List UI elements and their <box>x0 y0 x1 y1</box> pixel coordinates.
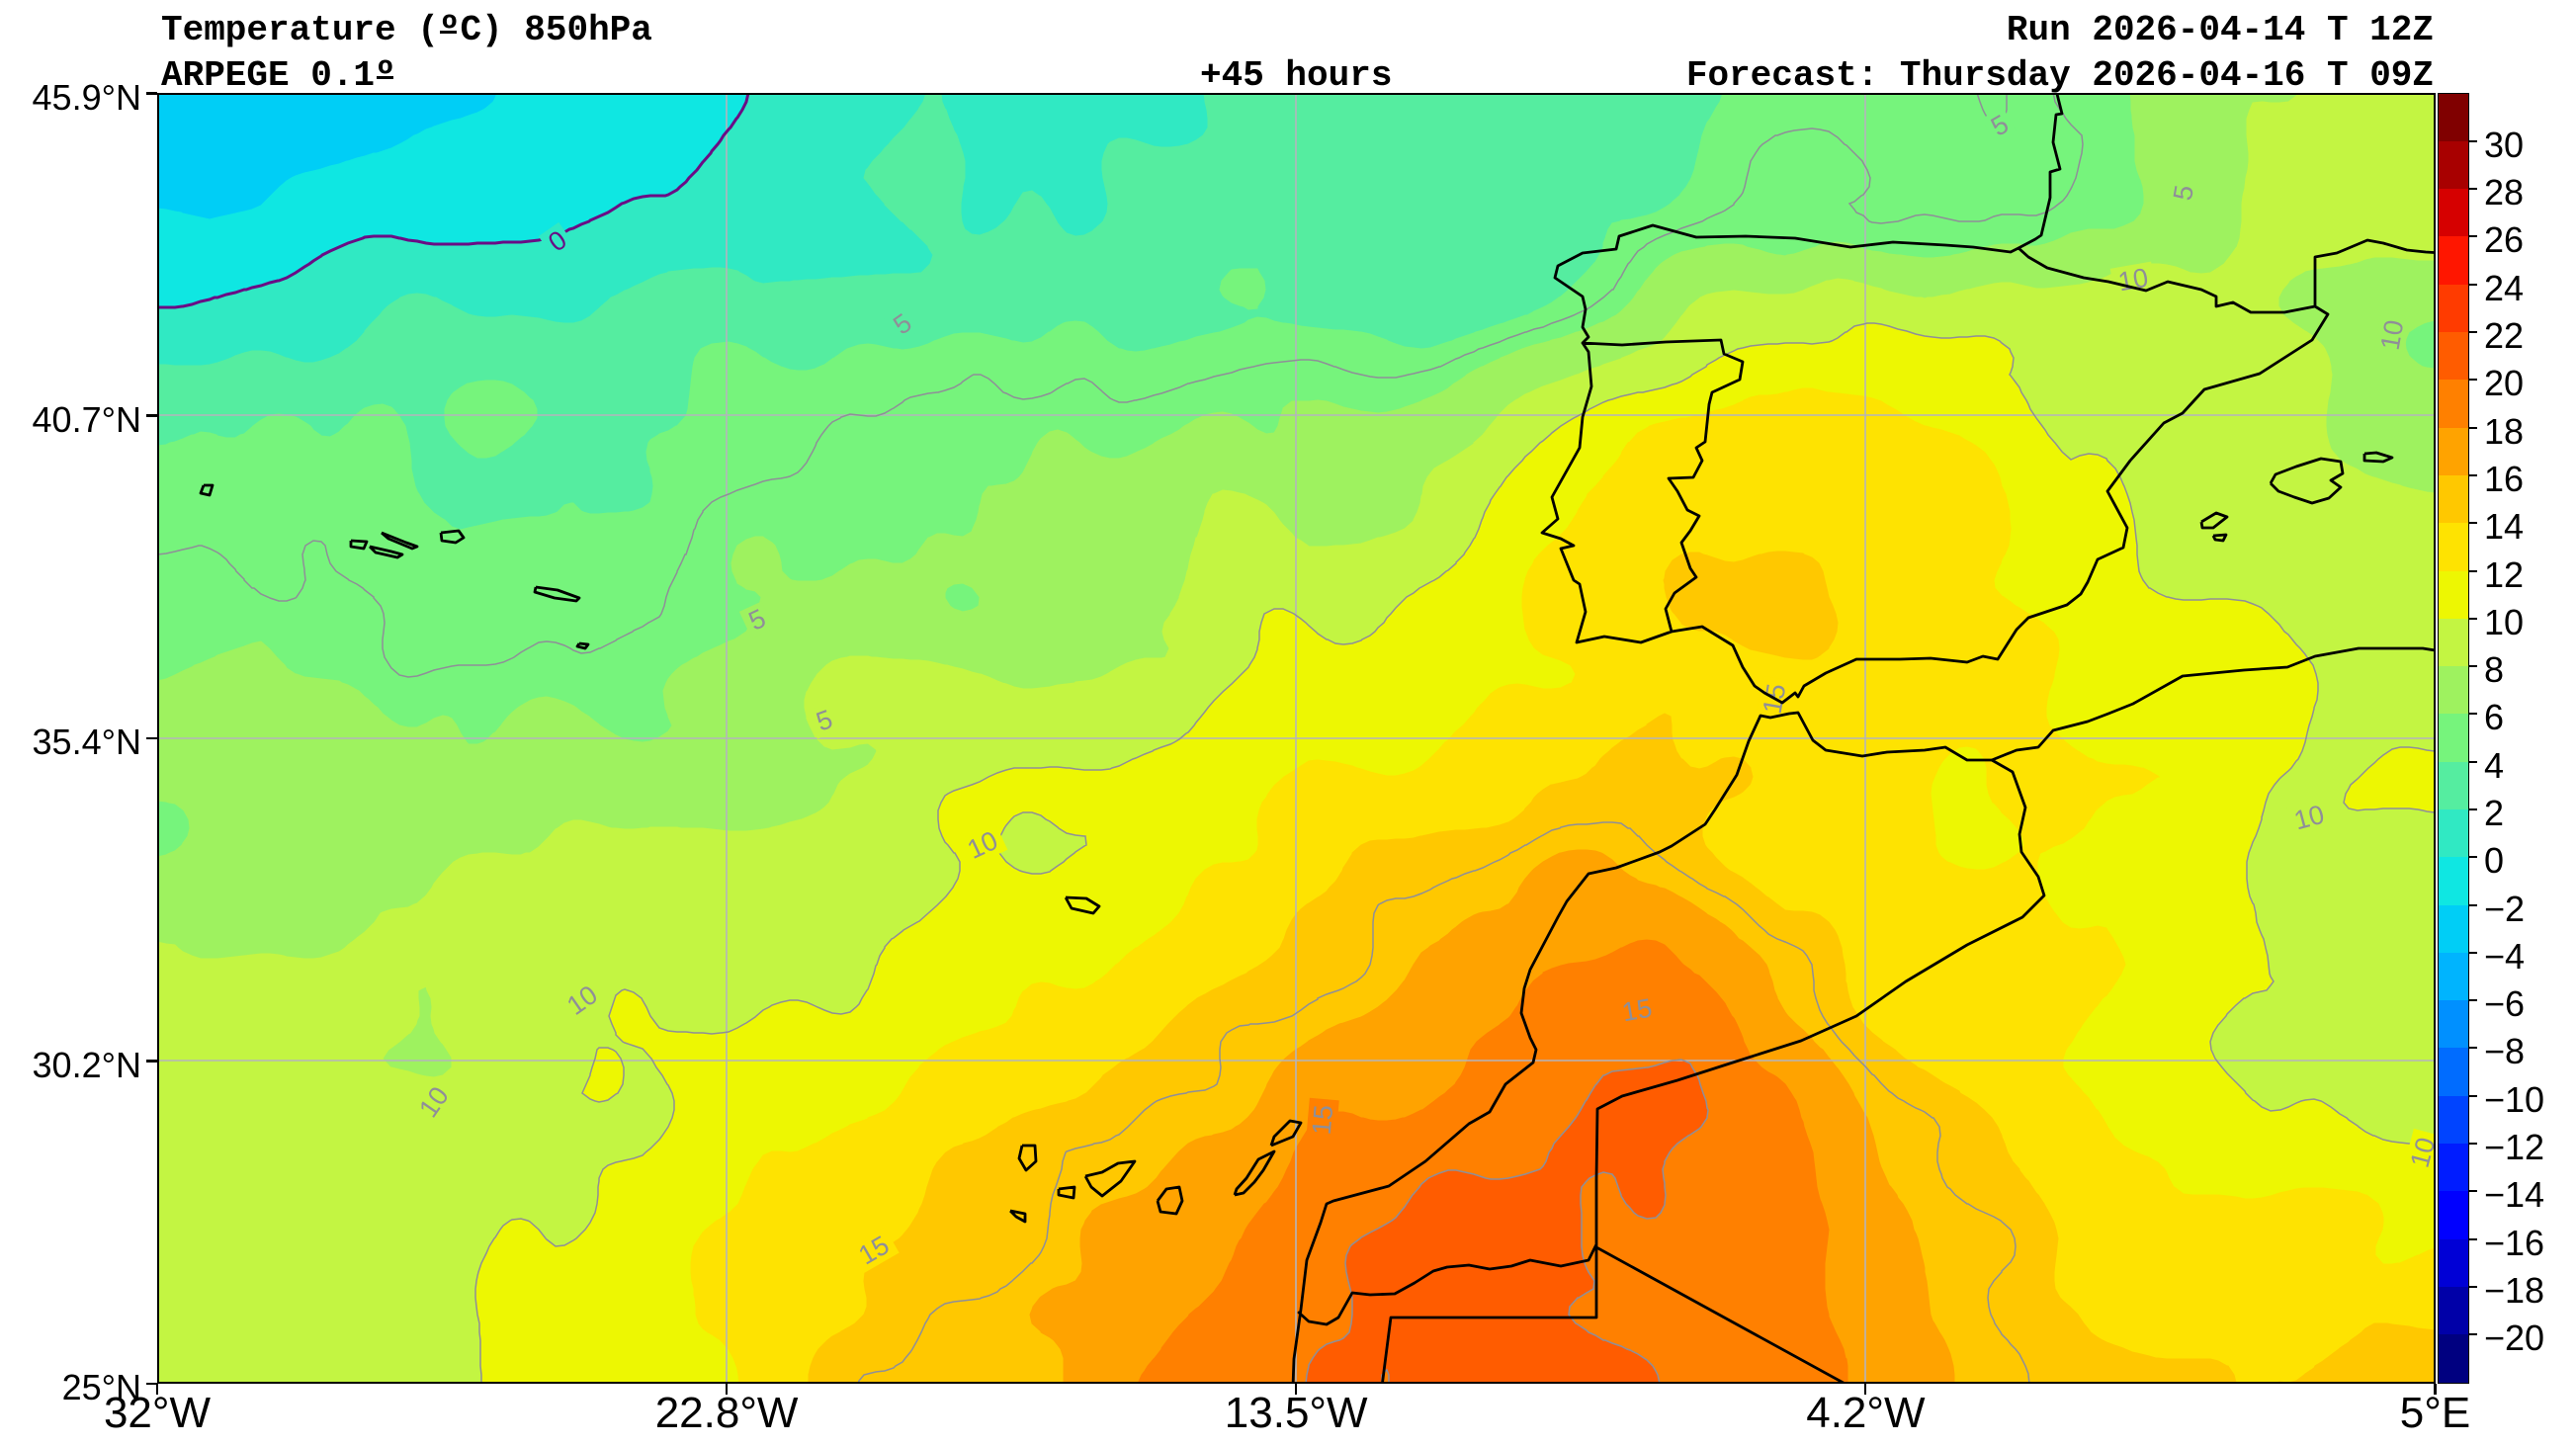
svg-text:5: 5 <box>2168 183 2199 203</box>
svg-text:15: 15 <box>1620 993 1655 1028</box>
svg-text:10: 10 <box>2375 318 2410 353</box>
svg-text:15: 15 <box>1307 1104 1339 1137</box>
svg-text:10: 10 <box>2405 1135 2436 1171</box>
